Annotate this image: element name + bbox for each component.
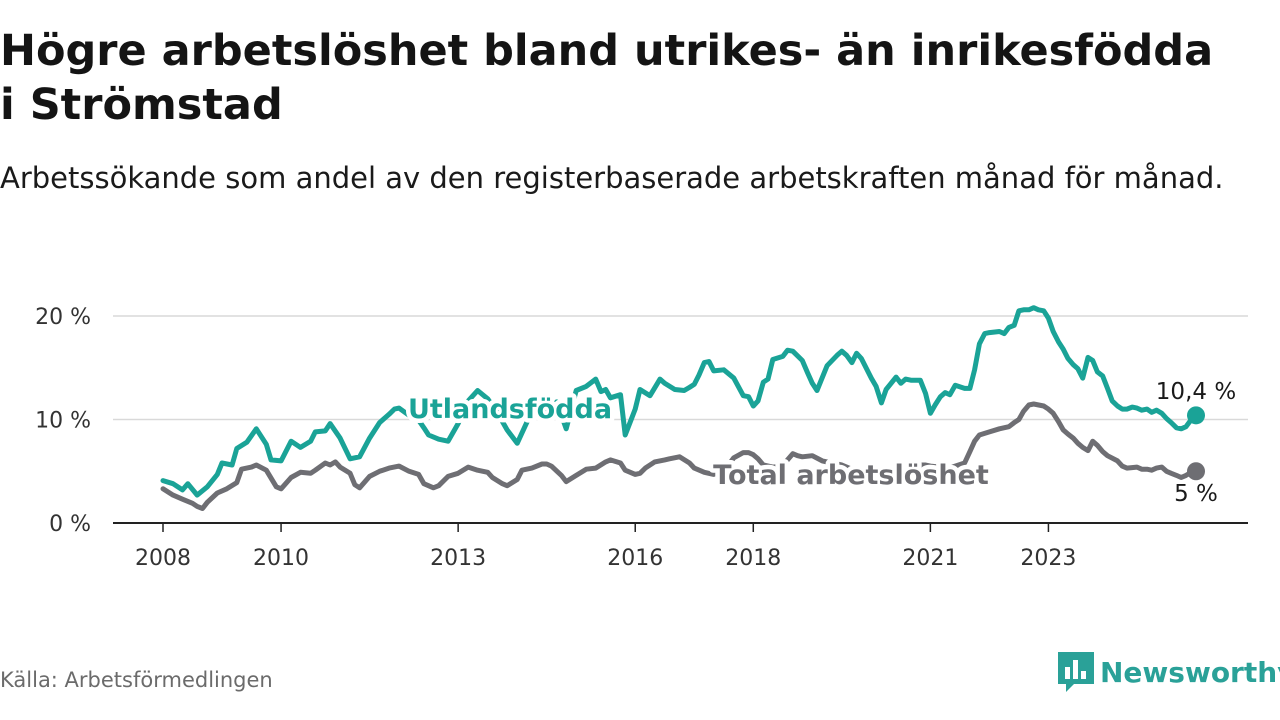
x-tick-label: 2023 bbox=[1020, 546, 1076, 571]
end-label-utlandsfodda: 10,4 % bbox=[1156, 379, 1236, 405]
y-tick-label: 20 % bbox=[35, 305, 91, 330]
series-line-utlandsfodda bbox=[160, 305, 1199, 498]
y-tick-label: 10 % bbox=[35, 409, 91, 434]
chart-subtitle: Arbetssökande som andel av den registerb… bbox=[0, 161, 1224, 195]
x-tick-label: 2016 bbox=[607, 546, 663, 571]
series-line-total bbox=[160, 401, 1199, 511]
series-label-total: Total arbetslöshet bbox=[713, 460, 989, 491]
brand-name: Newsworthy bbox=[1100, 655, 1280, 689]
chart-title: Högre arbetslöshet bland utrikes- än inr… bbox=[0, 26, 1214, 130]
end-point-total bbox=[1187, 462, 1205, 481]
x-tick-label: 2013 bbox=[430, 546, 486, 571]
y-tick-label: 0 % bbox=[49, 512, 91, 537]
x-tick-label: 2021 bbox=[902, 546, 958, 571]
x-tick-label: 2010 bbox=[253, 546, 309, 571]
end-label-total: 5 % bbox=[1174, 481, 1218, 507]
x-tick-label: 2008 bbox=[135, 546, 191, 571]
end-point-utlandsfodda bbox=[1187, 406, 1205, 425]
source-note: Källa: Arbetsförmedlingen bbox=[0, 668, 273, 692]
x-tick-label: 2018 bbox=[725, 546, 781, 571]
series-label-utlandsfodda: Utlandsfödda bbox=[408, 394, 612, 425]
newsworthy-logo-icon bbox=[1058, 652, 1094, 692]
newsworthy-logo[interactable]: Newsworthy bbox=[1058, 652, 1280, 692]
